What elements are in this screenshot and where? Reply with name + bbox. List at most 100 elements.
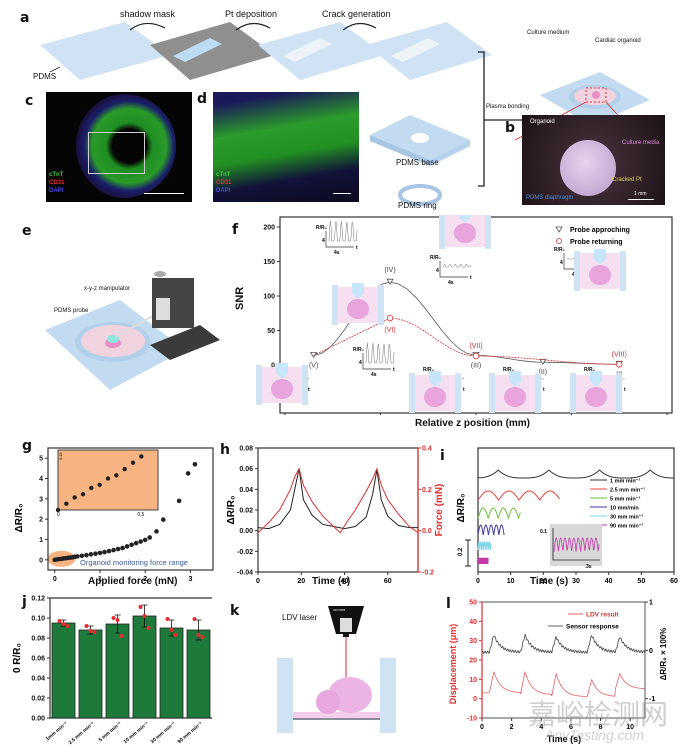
h-y-tick-label: -0.04 (237, 570, 253, 577)
i-scalebar-label: 0.2 (458, 547, 464, 556)
cardiac-organoid-label: Cardiac organoid (595, 38, 641, 44)
chamber-wall (332, 285, 338, 325)
fabrication-diagram (40, 22, 650, 206)
i-x-tick-label: 20 (539, 578, 547, 585)
l-y-tick-label: 10 (469, 677, 477, 684)
chamber-wall (378, 285, 384, 325)
g-inset-point (114, 473, 119, 478)
g-point (88, 552, 94, 557)
h-x-tick-label: 20 (297, 578, 305, 585)
diaphragm-label: PDMS diaphragm (526, 195, 574, 201)
inset-ylabel: R/R₀ (423, 367, 434, 373)
chamber-organoid (424, 387, 446, 407)
f-series-1 (313, 317, 620, 365)
f-point-return (616, 361, 623, 368)
chamber-probe (429, 371, 441, 387)
stand-base (150, 325, 220, 360)
probe-label: PDMS probe (54, 308, 89, 314)
g-inset-point (122, 466, 127, 472)
inset-tlabel: t (308, 387, 310, 393)
g-point (106, 548, 112, 554)
g-point (129, 542, 134, 548)
arrow-step3 (342, 22, 377, 31)
ldv-model-label: OFV-505 (333, 608, 346, 612)
j-point (169, 628, 174, 632)
g-annotation: Organoid monitoring force range (80, 558, 188, 567)
g-y-tick-label: 5 (39, 456, 43, 463)
chamber-wall (489, 373, 495, 413)
j-point (142, 614, 147, 618)
scale-bar (628, 199, 654, 200)
l-y2label: ΔR/R₀ × 100% (659, 628, 668, 681)
f-y-tick-label: 150 (263, 259, 275, 266)
pt-pattern-3 (283, 38, 332, 62)
organoid-sphere (560, 140, 616, 196)
legend-dapi-c: DAPI (49, 188, 64, 194)
g-x-tick-label: 2 (143, 576, 147, 583)
g-point (79, 553, 85, 559)
h-x-tick-label: 40 (341, 578, 349, 585)
g-point (124, 544, 130, 549)
j-point (57, 619, 62, 623)
chamber-organoid (347, 299, 369, 319)
chamber-wall (455, 373, 461, 413)
step-crack-generation: Crack generation (322, 9, 391, 19)
g-inset-point (72, 495, 77, 500)
h-x-tick-label: 60 (384, 578, 392, 585)
i-x-tick-label: 50 (637, 578, 645, 585)
zoom-box (585, 87, 607, 103)
j-point (200, 635, 205, 639)
f-point-label: (III) (471, 362, 482, 369)
inset-ylabel: R/R₀ (503, 367, 514, 373)
j-category-label: 1mm min⁻¹ (45, 721, 69, 743)
pdms-sheet-3 (258, 22, 385, 80)
organoid-dot (592, 91, 600, 99)
l-y-tick-label: 0 (473, 696, 477, 703)
i-legend-label: 90 mm min⁻¹ (610, 523, 644, 530)
manipulator-diagram (45, 271, 220, 390)
legend-cd31-c: CD31 (49, 180, 65, 186)
g-x-tick-label: 3 (188, 576, 192, 583)
legend-approach-label: Probe approching (570, 227, 630, 234)
l-frame (482, 601, 646, 719)
j-category-label: 30 mm min⁻¹ (150, 721, 177, 745)
l-legend-ldv: LDV result (586, 612, 619, 619)
chamber-wall (620, 251, 626, 291)
l-y-tick-label: 30 (469, 638, 477, 645)
i-x-tick-label: 30 (572, 578, 580, 585)
h-y-tick-label: 0.00 (239, 528, 253, 535)
wall-left (277, 658, 293, 733)
j-bar (78, 629, 103, 719)
chamber-wall (409, 373, 415, 413)
watermark-en: AnyTesting.com (545, 727, 645, 743)
j-bar (159, 627, 184, 719)
i-inset-trace (553, 537, 600, 553)
legend-cd31-d: CD31 (216, 180, 232, 186)
panel-label-k: k (230, 603, 240, 619)
j-y-tick-label: 0.08 (31, 636, 45, 643)
i-series-1 (477, 490, 560, 501)
g-inset-point (97, 482, 102, 487)
g-point (185, 471, 191, 476)
inset-ylabel: R/R₀ (353, 347, 364, 353)
l-x-tick-label: 0 (480, 724, 484, 731)
organoid-photo: Organoid Culture media Cracked Pt PDMS d… (522, 115, 665, 205)
l-x-tick-label: 2 (510, 724, 514, 731)
j-bar (186, 629, 211, 719)
g-inset-xtick: 0 (57, 512, 60, 518)
pdms-base-label: PDMS base (396, 158, 439, 167)
inset-ylabel: R/R₀ (584, 367, 595, 373)
inset-axes (439, 261, 468, 278)
legend-return-marker (556, 238, 562, 244)
h-xlabel: Time (s) (312, 576, 351, 587)
chamber-wall (302, 365, 308, 405)
inset-tlabel: t (543, 387, 545, 393)
j-point (84, 624, 89, 628)
h-y2-tick-label: 0.2 (422, 487, 432, 494)
f-y-tick-label: 100 (263, 294, 275, 301)
inset-trace (328, 220, 358, 242)
panel-label-c: c (25, 93, 34, 109)
h-y-tick-label: 0.02 (239, 508, 253, 515)
l-xlabel: Time (s) (547, 734, 581, 744)
i-x-tick-label: 40 (605, 578, 613, 585)
